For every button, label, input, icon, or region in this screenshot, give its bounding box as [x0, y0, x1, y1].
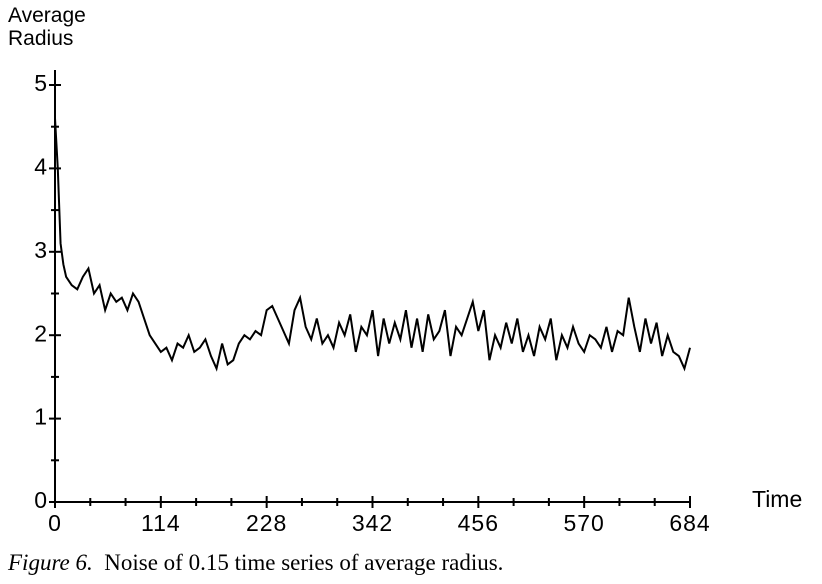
caption-text: Noise of 0.15 time series of average rad…: [104, 550, 504, 575]
y-tick-label: 4: [34, 153, 47, 179]
y-axis-label: Average Radius: [8, 4, 86, 50]
x-tick-label: 342: [352, 510, 393, 536]
x-axis-label: Time: [752, 486, 802, 512]
y-tick-label: 1: [34, 404, 47, 430]
y-tick-label: 5: [34, 70, 47, 96]
x-tick-label: 114: [141, 510, 181, 536]
x-tick-label: 0: [48, 510, 62, 536]
y-tick-label: 0: [34, 487, 47, 513]
y-tick-label: 2: [34, 320, 47, 346]
x-tick-label: 456: [458, 510, 499, 536]
caption-label: Figure 6.: [8, 550, 93, 575]
y-tick-label: 3: [34, 237, 47, 263]
x-tick-label: 228: [246, 510, 287, 536]
x-tick-label: 570: [563, 510, 604, 536]
caption: Figure 6. Noise of 0.15 time series of a…: [8, 550, 503, 576]
x-tick-label: 684: [669, 510, 710, 536]
data-line: [54, 118, 691, 372]
